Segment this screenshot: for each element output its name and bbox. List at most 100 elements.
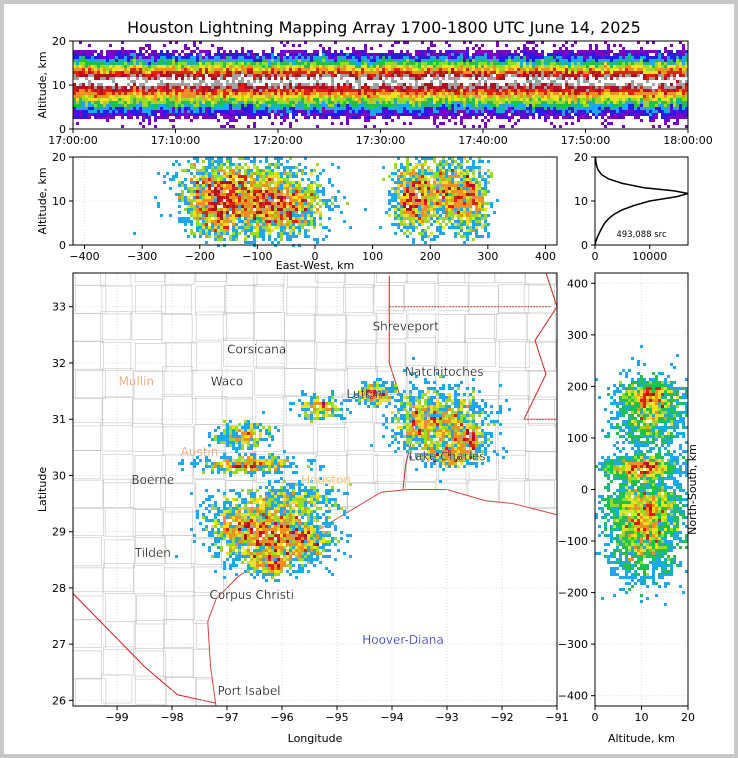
density-cell (247, 116, 250, 119)
density-cell (379, 113, 382, 116)
density-cell (382, 101, 385, 104)
density-cell (667, 53, 670, 56)
density-cell (361, 110, 364, 113)
density-cell (571, 44, 574, 47)
density-cell (616, 95, 619, 98)
density-cell (184, 113, 187, 116)
density-cell (73, 80, 76, 83)
density-cell (466, 89, 469, 92)
density-cell (259, 187, 262, 190)
density-cell (79, 80, 82, 83)
density-cell (445, 86, 448, 89)
density-cell (301, 110, 304, 113)
density-cell (427, 95, 430, 98)
density-cell (382, 56, 385, 59)
density-cell (271, 92, 274, 95)
density-cell (334, 62, 337, 65)
density-cell (493, 89, 496, 92)
density-cell (202, 68, 205, 71)
density-cell (397, 95, 400, 98)
density-cell (97, 65, 100, 68)
density-cell (85, 113, 88, 116)
density-cell (388, 95, 391, 98)
density-cell (283, 172, 286, 175)
density-cell (292, 113, 295, 116)
density-cell (511, 80, 514, 83)
density-cell (289, 50, 292, 53)
density-cell (433, 110, 436, 113)
density-cell (484, 107, 487, 110)
density-cell (463, 116, 466, 119)
density-cell (316, 104, 319, 107)
density-cell (286, 68, 289, 71)
density-cell (544, 101, 547, 104)
density-cell (685, 65, 688, 68)
density-cell (454, 122, 457, 125)
density-cell (568, 110, 571, 113)
density-cell (343, 74, 346, 77)
density-cell (400, 104, 403, 107)
density-cell (436, 89, 439, 92)
density-cell (436, 62, 439, 65)
density-cell (202, 226, 205, 229)
density-cell (211, 89, 214, 92)
density-cell (115, 56, 118, 59)
density-cell (172, 80, 175, 83)
density-cell (220, 101, 223, 104)
density-cell (340, 92, 343, 95)
density-cell (373, 113, 376, 116)
density-cell (421, 41, 424, 44)
density-cell (619, 92, 622, 95)
density-cell (202, 101, 205, 104)
density-cell (373, 110, 376, 113)
density-cell (295, 119, 298, 122)
density-cell (550, 62, 553, 65)
density-cell (211, 80, 214, 83)
density-cell (349, 110, 352, 113)
density-cell (574, 41, 577, 44)
density-cell (361, 50, 364, 53)
density-cell (247, 68, 250, 71)
density-cell (466, 107, 469, 110)
density-cell (301, 190, 304, 193)
density-cell (121, 83, 124, 86)
density-cell (220, 56, 223, 59)
density-cell (238, 65, 241, 68)
density-cell (658, 92, 661, 95)
density-cell (421, 56, 424, 59)
density-cell (538, 62, 541, 65)
density-cell (355, 116, 358, 119)
density-cell (661, 80, 664, 83)
density-cell (682, 83, 685, 86)
density-cell (463, 125, 466, 128)
density-cell (229, 238, 232, 241)
density-cell (592, 92, 595, 95)
density-cell (619, 107, 622, 110)
density-cell (178, 74, 181, 77)
density-cell (91, 71, 94, 74)
density-cell (544, 65, 547, 68)
density-cell (121, 113, 124, 116)
density-cell (532, 71, 535, 74)
density-cell (616, 86, 619, 89)
density-cell (679, 65, 682, 68)
density-cell (574, 83, 577, 86)
density-cell (76, 86, 79, 89)
density-cell (352, 47, 355, 50)
density-cell (262, 229, 265, 232)
density-cell (172, 86, 175, 89)
density-cell (289, 122, 292, 125)
density-cell (559, 110, 562, 113)
density-cell (523, 68, 526, 71)
density-cell (199, 56, 202, 59)
density-cell (97, 92, 100, 95)
density-cell (298, 44, 301, 47)
density-cell (325, 74, 328, 77)
density-cell (145, 83, 148, 86)
density-cell (499, 71, 502, 74)
density-cell (469, 74, 472, 77)
density-cell (526, 92, 529, 95)
density-cell (253, 53, 256, 56)
density-cell (640, 83, 643, 86)
density-cell (148, 110, 151, 113)
